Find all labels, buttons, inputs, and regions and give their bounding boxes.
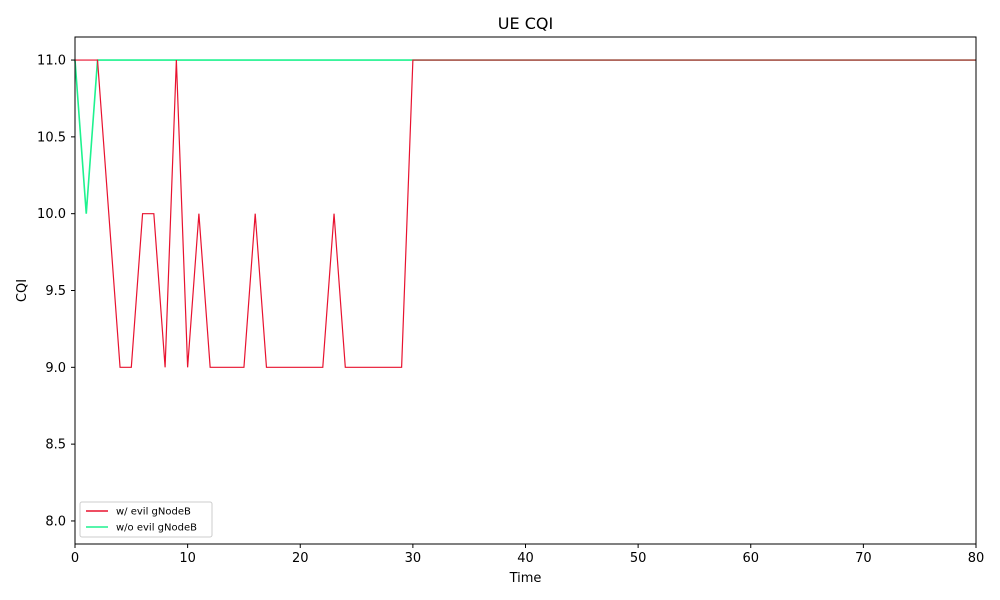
legend-box: [79, 501, 213, 538]
y-tick-label: 9.5: [45, 284, 66, 299]
x-axis-label: Time: [509, 571, 542, 586]
y-axis-label: CQI: [15, 279, 30, 302]
x-tick-label: 40: [517, 551, 534, 566]
series-line-evil: [75, 59, 976, 368]
legend: w/ evil gNodeB w/o evil gNodeB: [79, 501, 213, 538]
y-axis: 8.0 8.5 9.0 9.5 10.0 10.5 11.0: [37, 54, 75, 529]
x-tick-label: 30: [405, 551, 422, 566]
chart-title: UE CQI: [498, 14, 553, 33]
x-tick-label: 80: [968, 551, 985, 566]
y-tick-label: 8.0: [45, 514, 66, 529]
x-axis: 0 10 20 30 40 50 60 70 80: [71, 544, 984, 566]
plot-area: [74, 59, 976, 368]
legend-label-evil: w/ evil gNodeB: [116, 507, 191, 518]
y-tick-label: 9.0: [45, 361, 66, 376]
y-tick-label: 11.0: [37, 54, 66, 69]
x-tick-label: 50: [630, 551, 647, 566]
series-line-normal: [74, 59, 976, 214]
y-tick-label: 10.0: [37, 207, 66, 222]
y-tick-label: 8.5: [45, 438, 66, 453]
x-tick-label: 10: [179, 551, 196, 566]
x-tick-label: 60: [742, 551, 759, 566]
legend-label-normal: w/o evil gNodeB: [116, 523, 197, 534]
x-tick-label: 0: [71, 551, 79, 566]
plot-frame: [74, 36, 977, 545]
x-tick-label: 20: [292, 551, 309, 566]
y-tick-label: 10.5: [37, 130, 66, 145]
x-tick-label: 70: [855, 551, 872, 566]
